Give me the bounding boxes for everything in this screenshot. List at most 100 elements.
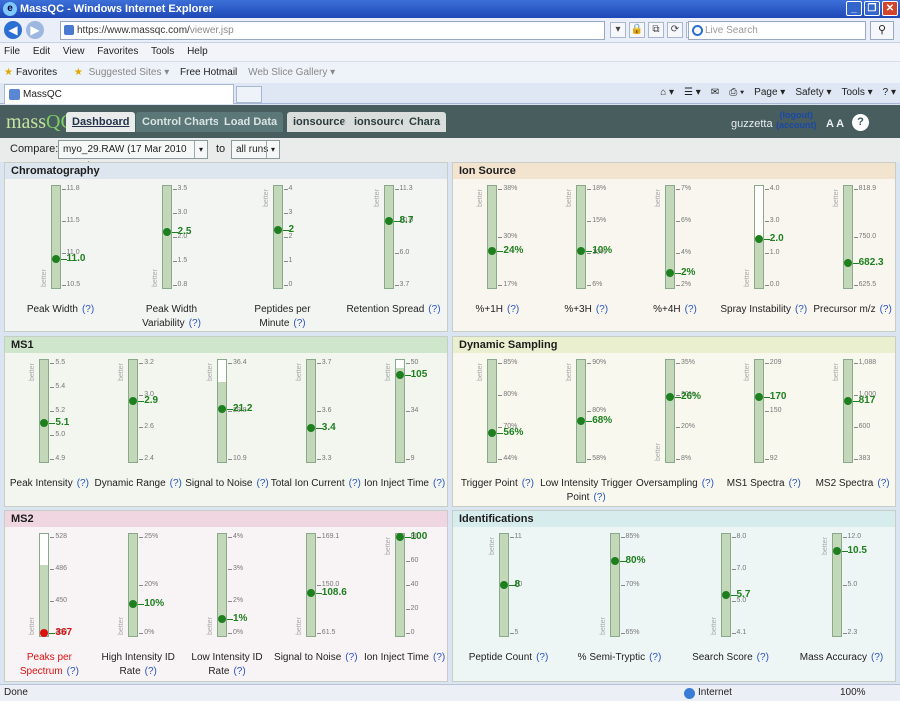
metric-help-link[interactable]: (?) — [701, 478, 714, 489]
zoom-level[interactable]: 100% — [840, 687, 866, 698]
compare-runs-select[interactable]: all runs ▾ — [231, 140, 280, 159]
add-favorite-icon[interactable]: ★ — [73, 67, 83, 78]
panel-identifications: Identifications 11 10 5 better 8 Peptide Count… — [452, 510, 896, 682]
metric-help-link[interactable]: (?) — [877, 478, 890, 489]
metric-help-link[interactable]: (?) — [536, 652, 549, 663]
forward-icon[interactable]: ▶ — [26, 21, 44, 39]
compat-view-icon[interactable]: ⧉ — [648, 22, 664, 38]
gauge-tick-label: 2.0 — [172, 233, 188, 240]
metric-help-link[interactable]: (?) — [66, 666, 79, 677]
gauge-bar — [842, 359, 853, 463]
metric-help-link[interactable]: (?) — [345, 652, 358, 663]
favorites-button[interactable]: Favorites — [15, 67, 58, 78]
new-tab-button[interactable] — [236, 86, 262, 103]
url-dropdown-icon[interactable]: ▾ — [610, 22, 626, 38]
metric-help-link[interactable]: (?) — [507, 304, 520, 315]
gauge-tick-label: 0.0 — [764, 281, 780, 288]
gauge-tick-label: 18% — [587, 185, 607, 192]
metric-help-link[interactable]: (?) — [293, 318, 306, 329]
page-menu[interactable]: Page ▾ — [754, 87, 786, 98]
menu-tools[interactable]: Tools — [150, 46, 175, 57]
command-bar: ⌂ ▾ ☰ ▾ ✉ ⎙ ▾ Page ▾ Safety ▾ Tools ▾ ? … — [660, 84, 896, 102]
metric-help-link[interactable]: (?) — [595, 304, 609, 315]
minimize-button[interactable]: _ — [846, 1, 862, 16]
help-menu-icon[interactable]: ? ▾ — [882, 87, 896, 98]
tab-load-data[interactable]: Load Data — [218, 112, 284, 132]
compare-file-select[interactable]: myo_29.RAW (17 Mar 2010 22:37) ▾ — [58, 140, 208, 172]
gauge-value: 3.4 — [315, 422, 336, 434]
gauge-tick-label: 4.0 — [764, 185, 780, 192]
better-direction-label: better — [295, 363, 303, 381]
back-icon[interactable]: ◀ — [4, 21, 22, 39]
metric-help-link[interactable]: (?) — [169, 478, 182, 489]
menu-favorites[interactable]: Favorites — [97, 46, 139, 57]
menu-view[interactable]: View — [62, 46, 85, 57]
gauge-tick-label: 44% — [498, 455, 518, 462]
feeds-icon[interactable]: ☰ ▾ — [684, 87, 701, 98]
gauge-tick-label: 3.3 — [316, 455, 332, 462]
metric-help-link[interactable]: (?) — [521, 478, 534, 489]
metric-help-link[interactable]: (?) — [871, 652, 884, 663]
metric-help-link[interactable]: (?) — [788, 478, 801, 489]
gauge-empty-region — [40, 534, 49, 565]
lock-icon[interactable]: 🔒 — [629, 22, 645, 38]
metric-label: Peaks per Spectrum (?) — [3, 651, 96, 679]
metric-help-link[interactable]: (?) — [81, 304, 95, 315]
tools-menu[interactable]: Tools ▾ — [841, 87, 873, 98]
metric-help-link[interactable]: (?) — [348, 478, 361, 489]
metric-help-link[interactable]: (?) — [76, 478, 89, 489]
fav-free-hotmail[interactable]: Free Hotmail — [180, 67, 238, 78]
mail-icon[interactable]: ✉ — [710, 87, 720, 98]
gauge-value-marker — [40, 418, 49, 427]
tab-dashboard[interactable]: Dashboard — [66, 112, 136, 132]
menu-help[interactable]: Help — [187, 46, 208, 57]
gauge-tick-label: 36.4 — [228, 359, 247, 366]
metric-help-link[interactable]: (?) — [256, 478, 269, 489]
metric-help-link[interactable]: (?) — [756, 652, 769, 663]
gauge-value: 21.2 — [226, 403, 253, 415]
safety-menu[interactable]: Safety ▾ — [795, 87, 832, 98]
font-size-toggle[interactable]: A A — [826, 118, 845, 130]
metric-help-link[interactable]: (?) — [432, 478, 446, 489]
metric-label-text: %+3H — [564, 304, 592, 315]
metric-help-link[interactable]: (?) — [188, 318, 201, 329]
menu-edit[interactable]: Edit — [32, 46, 51, 57]
search-icon[interactable]: ⚲ — [870, 21, 894, 40]
close-button[interactable]: ✕ — [882, 1, 898, 16]
fav-suggested-sites[interactable]: Suggested Sites ▾ — [88, 67, 170, 78]
chevron-down-icon: ▾ — [194, 141, 207, 158]
gauge-tick-label: 2 — [283, 233, 293, 240]
tab-massqc[interactable]: MassQC — [4, 84, 234, 104]
tab-control-charts[interactable]: Control Charts — [136, 112, 225, 132]
metric-help-link[interactable]: (?) — [593, 492, 606, 503]
gauge-value: 5.7 — [730, 588, 751, 600]
print-icon[interactable]: ⎙ ▾ — [729, 87, 745, 98]
menu-file[interactable]: File — [4, 46, 21, 57]
search-input[interactable]: Live Search — [688, 21, 866, 40]
maximize-button[interactable]: ❐ — [864, 1, 880, 16]
metric-help-link[interactable]: (?) — [879, 304, 892, 315]
metric-help-link[interactable]: (?) — [684, 304, 697, 315]
home-icon[interactable]: ⌂ ▾ — [660, 87, 675, 98]
url-input[interactable]: https://www.massqc.com/viewer.jsp — [60, 21, 605, 40]
breadcrumb-chara[interactable]: Chara — [403, 112, 447, 132]
breadcrumb-ionsource-2[interactable]: ionsource — [348, 112, 413, 132]
metric-help-link[interactable]: (?) — [649, 652, 662, 663]
help-icon[interactable]: ? — [852, 114, 869, 131]
metric-help-link[interactable]: (?) — [428, 304, 441, 315]
refresh-icon[interactable]: ⟳ — [667, 22, 683, 38]
metric-label-text: Peak Width Variability — [142, 304, 198, 329]
gauge-bar — [394, 533, 405, 637]
account-links: (logout) (account) — [776, 110, 817, 130]
metric-help-link[interactable]: (?) — [432, 652, 446, 663]
fav-web-slice-gallery[interactable]: Web Slice Gallery ▾ — [248, 67, 336, 78]
panel-ms1: MS1 5.5 5.4 5.2 5.0 4.9 better 5.1 Peak Intensit… — [4, 336, 448, 507]
gauge-tick-label: 600 — [853, 423, 871, 430]
logout-link[interactable]: (logout) — [779, 110, 813, 120]
breadcrumb-ionsource-1[interactable]: ionsource — [287, 112, 352, 132]
metric-label-text: %+4H — [653, 304, 681, 315]
metric-help-link[interactable]: (?) — [144, 666, 157, 677]
metric-help-link[interactable]: (?) — [233, 666, 246, 677]
account-link[interactable]: (account) — [776, 120, 817, 130]
metric-help-link[interactable]: (?) — [794, 304, 808, 315]
